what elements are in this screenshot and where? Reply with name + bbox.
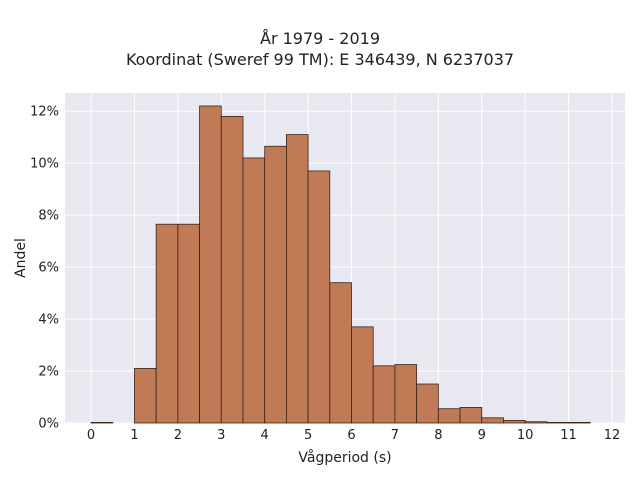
x-tick-label: 2 xyxy=(174,428,182,443)
x-tick-label: 1 xyxy=(130,428,138,443)
y-tick-label: 6% xyxy=(38,261,59,276)
histogram-bar xyxy=(503,420,526,424)
x-tick-label: 6 xyxy=(347,428,355,443)
x-tick-label: 9 xyxy=(478,428,486,443)
x-axis-label: Vågperiod (s) xyxy=(298,449,391,466)
histogram-bar xyxy=(220,115,244,424)
histogram-bar xyxy=(372,365,396,424)
x-tick-labels: 0 1 2 3 4 5 6 7 8 9 10 11 12 xyxy=(87,428,620,443)
histogram-bar xyxy=(177,223,200,424)
histogram-bar xyxy=(416,383,439,424)
x-tick-label: 7 xyxy=(391,428,399,443)
chart-title-line2: Koordinat (Sweref 99 TM): E 346439, N 62… xyxy=(125,50,515,69)
histogram-bar xyxy=(546,421,569,424)
bars-group xyxy=(90,105,591,424)
histogram-bar xyxy=(568,421,591,424)
histogram-bar xyxy=(459,407,483,424)
histogram-bar xyxy=(437,408,461,424)
y-tick-label: 0% xyxy=(38,417,59,432)
x-tick-label: 0 xyxy=(87,428,95,443)
x-tick-label: 10 xyxy=(517,428,534,443)
y-tick-label: 2% xyxy=(38,365,59,380)
histogram-bar xyxy=(329,282,352,424)
histogram-bar xyxy=(307,170,331,424)
y-tick-label: 12% xyxy=(30,105,59,120)
histogram-bar xyxy=(394,364,418,424)
histogram-bar xyxy=(90,421,114,424)
histogram-bar xyxy=(242,157,266,424)
histogram-bar xyxy=(134,368,157,424)
x-tick-label: 11 xyxy=(560,428,577,443)
x-tick-label: 4 xyxy=(261,428,269,443)
histogram-bar xyxy=(155,223,179,424)
y-tick-labels: 0% 2% 4% 6% 8% 10% 12% xyxy=(30,105,59,432)
y-tick-label: 4% xyxy=(38,313,59,328)
y-tick-label: 8% xyxy=(38,209,59,224)
histogram-bar xyxy=(285,134,309,424)
chart-title-line1: År 1979 - 2019 xyxy=(260,29,380,48)
x-tick-label: 5 xyxy=(304,428,312,443)
histogram-bar xyxy=(199,105,222,424)
histogram-bar xyxy=(351,326,374,424)
x-tick-label: 8 xyxy=(434,428,442,443)
x-tick-label: 3 xyxy=(217,428,225,443)
histogram-bar xyxy=(481,417,504,424)
y-axis-label: Andel xyxy=(13,238,29,278)
histogram-bar xyxy=(264,145,287,424)
y-tick-label: 10% xyxy=(30,157,59,172)
histogram-bar xyxy=(524,421,548,424)
x-tick-label: 12 xyxy=(604,428,621,443)
